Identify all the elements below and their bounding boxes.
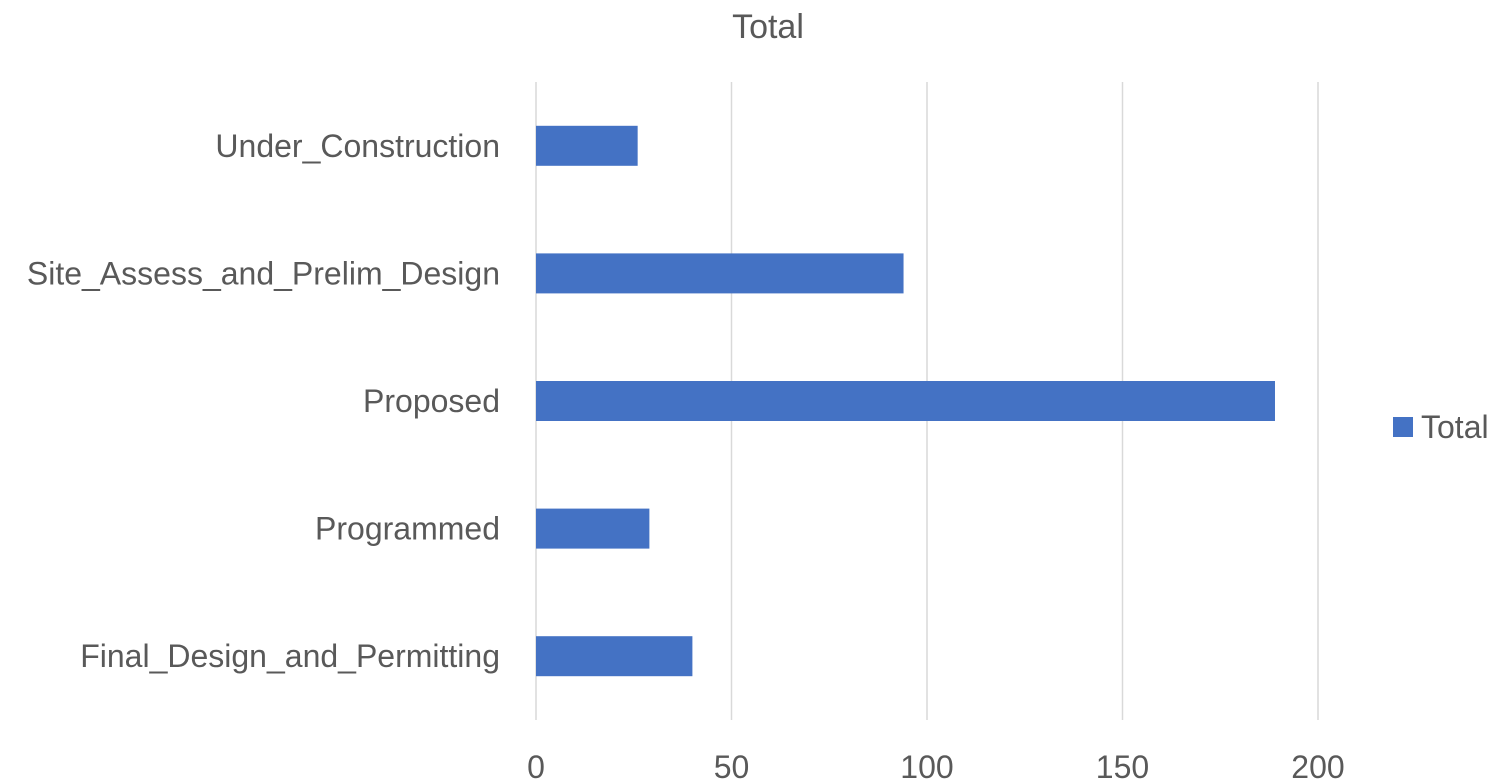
bar (536, 253, 904, 294)
x-tick-label: 200 (1291, 749, 1344, 783)
x-tick-labels: 0 50 100 150 200 (527, 749, 1345, 783)
category-label: Site_Assess_and_Prelim_Design (27, 255, 500, 291)
legend-label: Total (1421, 409, 1489, 445)
category-label: Programmed (315, 511, 500, 547)
x-tick-label: 150 (1096, 749, 1149, 783)
bar (536, 381, 1275, 421)
category-label: Under_Construction (215, 128, 500, 164)
legend-swatch (1393, 417, 1413, 437)
category-labels: Under_Construction Site_Assess_and_Prelim… (27, 128, 500, 674)
category-label: Proposed (363, 383, 500, 419)
category-label: Final_Design_and_Permitting (80, 638, 500, 674)
legend: Total (1393, 409, 1489, 445)
bars (536, 125, 1275, 677)
bar (536, 125, 638, 166)
x-tick-label: 100 (900, 749, 953, 783)
chart-title: Total (732, 8, 804, 46)
x-tick-label: 0 (527, 749, 545, 783)
x-tick-label: 50 (714, 749, 750, 783)
bar (536, 636, 693, 677)
bar (536, 508, 650, 549)
